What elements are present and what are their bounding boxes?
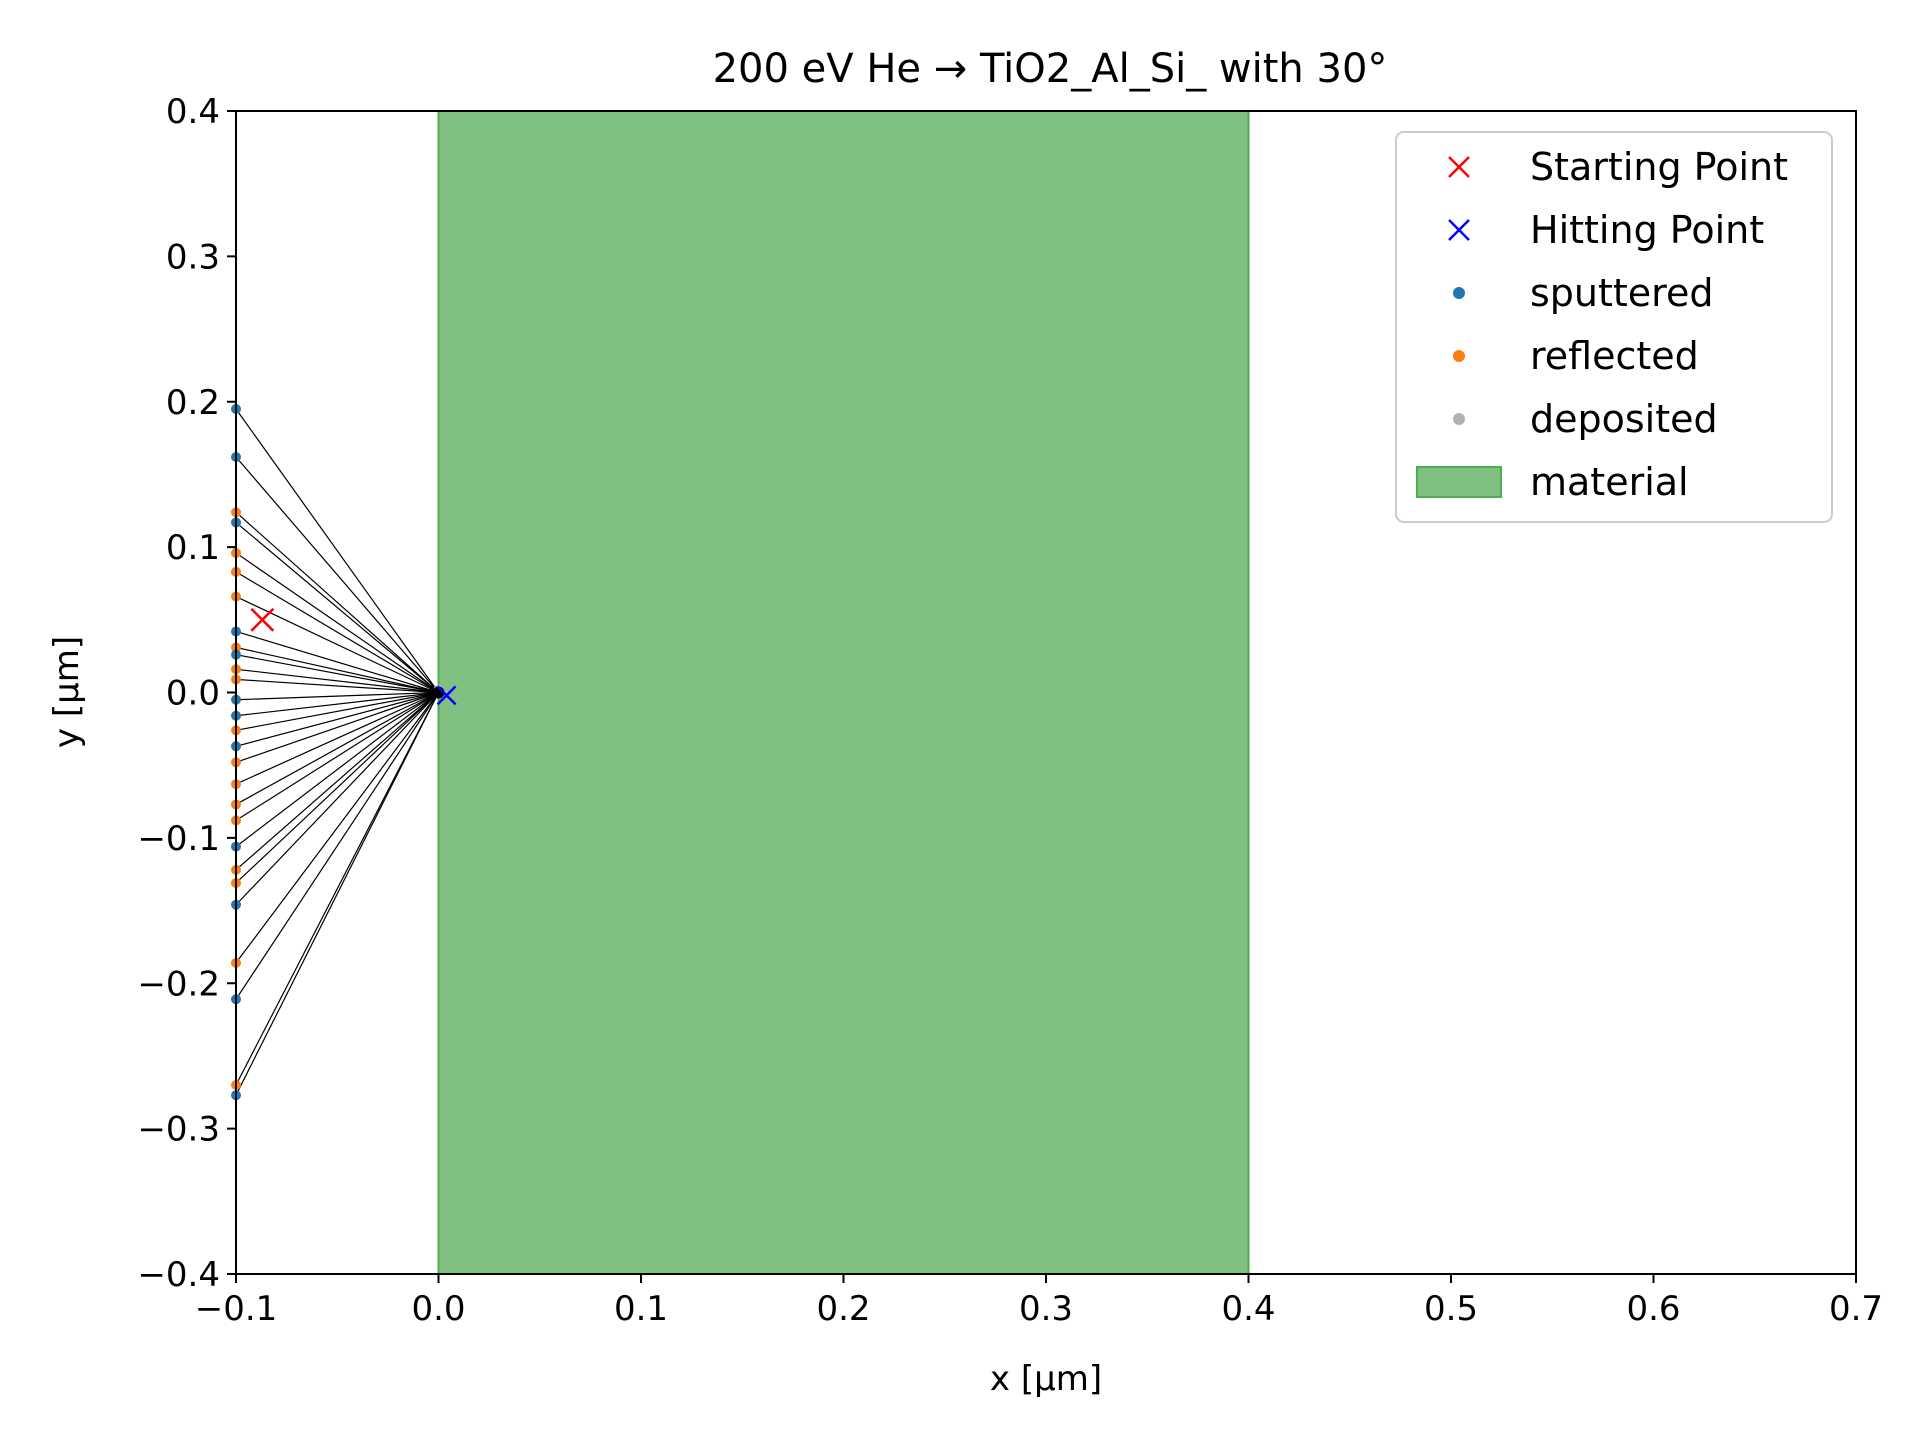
legend-sputtered-label: sputtered bbox=[1530, 271, 1713, 315]
trajectory-line bbox=[235, 646, 439, 694]
trajectory-line bbox=[235, 521, 439, 693]
trajectory-line bbox=[235, 692, 439, 848]
hitting-point-marker-stroke bbox=[436, 685, 457, 706]
y-tick-label: −0.2 bbox=[137, 964, 220, 1004]
trajectory-line bbox=[235, 678, 439, 694]
x-tick-label: 0.4 bbox=[1221, 1289, 1275, 1329]
x-tick-label: 0.0 bbox=[411, 1289, 465, 1329]
legend: Starting Point Hitting Point sputtered refl… bbox=[1395, 131, 1833, 523]
trajectory-line bbox=[235, 691, 439, 701]
trajectory-line bbox=[235, 668, 439, 694]
trajectory-line bbox=[235, 654, 439, 694]
legend-reflected-label: reflected bbox=[1530, 334, 1699, 378]
x-tick-label: −0.1 bbox=[195, 1289, 278, 1329]
y-tick-label: 0.3 bbox=[166, 237, 220, 277]
legend-sputtered-marker bbox=[1453, 287, 1465, 299]
legend-hitting-point-marker-stroke bbox=[1448, 219, 1470, 241]
y-tick-label: 0.4 bbox=[166, 92, 220, 132]
legend-material-swatch bbox=[1416, 466, 1502, 498]
starting-point-marker bbox=[250, 607, 275, 632]
x-axis: −0.1 0.0 0.1 0.2 0.3 0.4 0.5 0.6 0.7 bbox=[195, 1274, 1883, 1329]
trajectory-line bbox=[235, 692, 440, 1086]
legend-hitting-point-label: Hitting Point bbox=[1530, 208, 1764, 252]
legend-deposited-label: deposited bbox=[1530, 397, 1718, 441]
trajectory-line bbox=[235, 692, 440, 1000]
trajectory-line bbox=[235, 691, 439, 747]
trajectory-line bbox=[235, 691, 439, 763]
material-region bbox=[437, 110, 1250, 1275]
legend-deposited-marker bbox=[1453, 413, 1465, 425]
hitting-point-marker bbox=[436, 685, 457, 706]
y-axis-label: y [µm] bbox=[47, 636, 87, 748]
y-tick-label: 0.2 bbox=[166, 383, 220, 423]
trajectory-line bbox=[235, 691, 439, 805]
y-axis: −0.4 −0.3 −0.2 −0.1 0.0 0.1 0.2 0.3 0.4 bbox=[137, 92, 236, 1295]
trajectory-line bbox=[235, 691, 439, 821]
x-tick-label: 0.3 bbox=[1019, 1289, 1073, 1329]
y-tick-label: −0.1 bbox=[137, 819, 220, 859]
legend-starting-point-label: Starting Point bbox=[1530, 145, 1788, 189]
trajectory-line bbox=[235, 692, 439, 871]
y-tick-label: −0.4 bbox=[137, 1255, 220, 1295]
trajectory-line bbox=[235, 511, 439, 693]
y-tick-label: 0.1 bbox=[166, 528, 220, 568]
legend-material-label: material bbox=[1530, 460, 1689, 504]
trajectory-line bbox=[235, 691, 439, 785]
x-tick-label: 0.2 bbox=[816, 1289, 870, 1329]
trajectory-line bbox=[235, 692, 440, 1096]
trajectory-line bbox=[235, 692, 439, 906]
x-tick-label: 0.1 bbox=[614, 1289, 668, 1329]
legend-starting-point-marker-stroke bbox=[1448, 156, 1470, 178]
starting-point-marker-stroke bbox=[250, 607, 275, 632]
y-tick-label: −0.3 bbox=[137, 1110, 220, 1150]
chart-title: 200 eV He → TiO2_Al_Si_ with 30° bbox=[713, 46, 1388, 92]
x-axis-label: x [µm] bbox=[990, 1359, 1102, 1399]
x-tick-label: 0.6 bbox=[1626, 1289, 1680, 1329]
x-tick-label: 0.7 bbox=[1829, 1289, 1883, 1329]
trajectory-line bbox=[235, 552, 439, 693]
legend-frame bbox=[1395, 131, 1833, 523]
trajectory-line bbox=[235, 630, 439, 694]
trajectory-line bbox=[235, 408, 439, 693]
y-tick-label: 0.0 bbox=[166, 674, 220, 714]
trajectory-line bbox=[235, 691, 439, 717]
trajectory-line bbox=[235, 571, 439, 694]
x-tick-label: 0.5 bbox=[1424, 1289, 1478, 1329]
trajectory-line bbox=[235, 692, 439, 964]
legend-hitting-point-marker bbox=[1448, 219, 1470, 241]
trajectory-line bbox=[235, 456, 439, 693]
trajectory-line bbox=[235, 691, 439, 731]
legend-reflected-marker bbox=[1453, 350, 1465, 362]
trajectory-line bbox=[235, 692, 439, 884]
legend-starting-point-marker bbox=[1448, 156, 1470, 178]
